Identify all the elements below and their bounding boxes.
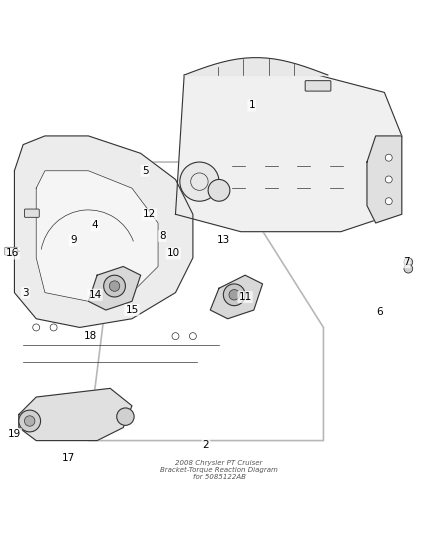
Circle shape (385, 154, 392, 161)
Polygon shape (210, 275, 262, 319)
Text: 1: 1 (248, 100, 255, 110)
Text: 11: 11 (238, 292, 252, 302)
Circle shape (25, 416, 35, 426)
Circle shape (104, 275, 125, 297)
FancyBboxPatch shape (305, 80, 331, 91)
Text: 3: 3 (22, 288, 28, 297)
Text: 7: 7 (403, 257, 410, 267)
Text: 19: 19 (8, 429, 21, 439)
Circle shape (385, 198, 392, 205)
Polygon shape (36, 171, 158, 301)
Text: 8: 8 (159, 231, 166, 241)
Text: 17: 17 (62, 453, 75, 463)
Text: 9: 9 (70, 236, 77, 245)
Circle shape (229, 289, 240, 300)
Circle shape (223, 284, 245, 305)
Text: 2: 2 (203, 440, 209, 450)
Circle shape (172, 333, 179, 340)
Circle shape (117, 408, 134, 425)
Circle shape (19, 410, 41, 432)
Circle shape (208, 180, 230, 201)
Text: 18: 18 (84, 331, 97, 341)
Circle shape (33, 324, 40, 331)
FancyBboxPatch shape (25, 209, 39, 217)
Text: 13: 13 (217, 236, 230, 245)
Text: 16: 16 (6, 248, 19, 259)
Circle shape (404, 264, 413, 273)
Polygon shape (176, 66, 402, 232)
Text: 14: 14 (88, 290, 102, 300)
Text: 2008 Chrysler PT Cruiser
Bracket-Torque Reaction Diagram
for 5085122AB: 2008 Chrysler PT Cruiser Bracket-Torque … (160, 459, 278, 480)
Circle shape (50, 324, 57, 331)
Circle shape (404, 258, 413, 266)
Text: 5: 5 (142, 166, 148, 176)
Circle shape (189, 333, 196, 340)
Text: 10: 10 (167, 248, 180, 259)
Circle shape (110, 281, 120, 292)
Text: 4: 4 (92, 220, 98, 230)
Circle shape (385, 176, 392, 183)
Text: 6: 6 (377, 307, 383, 317)
Text: 12: 12 (143, 209, 156, 219)
Polygon shape (19, 389, 132, 441)
Polygon shape (14, 136, 193, 327)
Text: 15: 15 (125, 305, 138, 315)
Circle shape (180, 162, 219, 201)
Polygon shape (367, 136, 402, 223)
Polygon shape (88, 266, 141, 310)
FancyBboxPatch shape (5, 247, 18, 255)
